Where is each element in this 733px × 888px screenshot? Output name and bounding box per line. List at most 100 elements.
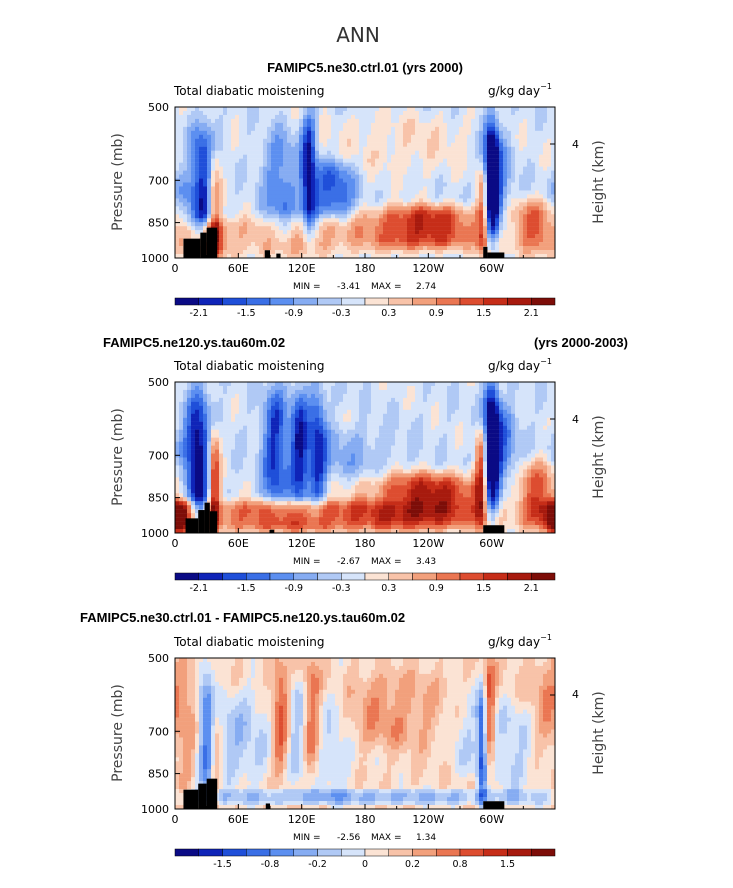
- p2-cell: [319, 417, 324, 422]
- p1-cell: [543, 218, 548, 223]
- p1-cell: [183, 134, 188, 139]
- p1-cell: [295, 234, 300, 239]
- p2-cell: [463, 385, 468, 391]
- p1-cell: [267, 246, 272, 251]
- p1-cell: [359, 107, 364, 112]
- p1-colorbar-box: [388, 297, 413, 306]
- p1-cell: [371, 234, 376, 239]
- p1-cell: [183, 178, 188, 183]
- p2-cell: [199, 413, 204, 418]
- p2-cell: [183, 425, 188, 430]
- p1-cell: [427, 214, 432, 219]
- p1-cell: [263, 218, 268, 223]
- p1-cell: [447, 162, 452, 167]
- p1-cell: [235, 198, 240, 203]
- p2-cell: [403, 429, 408, 434]
- p2-cell: [299, 382, 304, 387]
- p1-cell: [267, 166, 272, 171]
- p1-cell: [459, 214, 464, 219]
- p1-cell: [439, 218, 444, 223]
- p1-cell: [295, 138, 300, 143]
- p1-cell: [187, 206, 192, 211]
- p2-cell: [187, 393, 192, 399]
- p1-cell: [223, 142, 228, 147]
- p2-cell: [215, 417, 220, 422]
- p2-cell: [459, 433, 464, 438]
- p1-cell: [383, 254, 388, 258]
- p1-cell: [215, 182, 220, 187]
- p1-cell: [287, 146, 292, 151]
- p2-cell: [495, 389, 500, 395]
- p1-cell: [551, 146, 555, 151]
- p2-cell: [315, 429, 320, 434]
- p1-cell: [319, 142, 324, 147]
- p1-cell: [183, 234, 188, 239]
- p2-cell: [315, 397, 320, 403]
- p2-cell: [399, 385, 404, 391]
- p2-cell: [199, 409, 204, 414]
- p2-cell: [339, 421, 344, 426]
- p1-cell: [455, 154, 460, 159]
- p1-cell: [343, 110, 348, 116]
- p1-cell: [275, 158, 280, 163]
- p1-cell: [459, 246, 464, 251]
- p1-cell: [379, 122, 384, 128]
- p1-cell: [515, 206, 520, 211]
- p1-cell: [299, 226, 304, 231]
- p1-cell: [391, 190, 396, 195]
- p2-cell: [227, 389, 232, 395]
- p1-cell: [191, 230, 196, 235]
- p2-cell: [215, 389, 220, 395]
- p1-cell: [443, 158, 448, 163]
- p1-cell: [435, 234, 440, 239]
- p1-cell: [531, 110, 536, 116]
- p1-cell: [419, 158, 424, 163]
- p1-cell: [547, 218, 552, 223]
- p1-cell: [391, 254, 396, 258]
- p1-cell: [483, 122, 488, 128]
- p1-cell: [467, 206, 472, 211]
- p2-cell: [243, 425, 248, 430]
- p1-cell: [359, 142, 364, 147]
- p1-cell: [303, 206, 308, 211]
- p1-cell: [503, 126, 508, 132]
- p1-cell: [451, 110, 456, 116]
- p1-cell: [295, 158, 300, 163]
- p1-cell: [263, 194, 268, 199]
- p1-cell: [315, 142, 320, 147]
- p1-cell: [295, 250, 300, 255]
- p1-cell: [399, 110, 404, 116]
- p2-cell: [275, 429, 280, 434]
- p1-cell: [511, 238, 516, 243]
- p1-cell: [239, 194, 244, 199]
- p1-cell: [503, 230, 508, 235]
- p1-cell: [371, 126, 376, 132]
- p1-cell: [471, 154, 476, 159]
- p1-cell: [279, 190, 284, 195]
- p1-cell: [503, 130, 508, 136]
- p2-cell: [519, 421, 524, 426]
- p1-cell: [283, 222, 288, 227]
- p2-cell: [311, 405, 316, 411]
- p2-cell: [179, 429, 184, 434]
- p2-cell: [471, 429, 476, 434]
- p1-cell: [511, 186, 516, 191]
- p2-cell: [211, 425, 216, 430]
- p2-cell: [187, 401, 192, 407]
- p1-cell: [363, 246, 368, 251]
- p2-cell: [455, 385, 460, 391]
- p2-cell: [195, 385, 200, 391]
- p2-cell: [451, 397, 456, 403]
- p1-cell: [327, 194, 332, 199]
- p2-cell: [451, 405, 456, 411]
- p1-cell: [431, 202, 436, 207]
- p1-cell: [379, 174, 384, 179]
- p1-cell: [267, 118, 272, 124]
- p1-cell: [515, 110, 520, 116]
- p1-cell: [355, 107, 360, 112]
- p1-cell: [291, 194, 296, 199]
- p1-cell: [359, 234, 364, 239]
- p2-cell: [359, 405, 364, 411]
- p1-cell: [323, 182, 328, 187]
- p1-cell: [267, 218, 272, 223]
